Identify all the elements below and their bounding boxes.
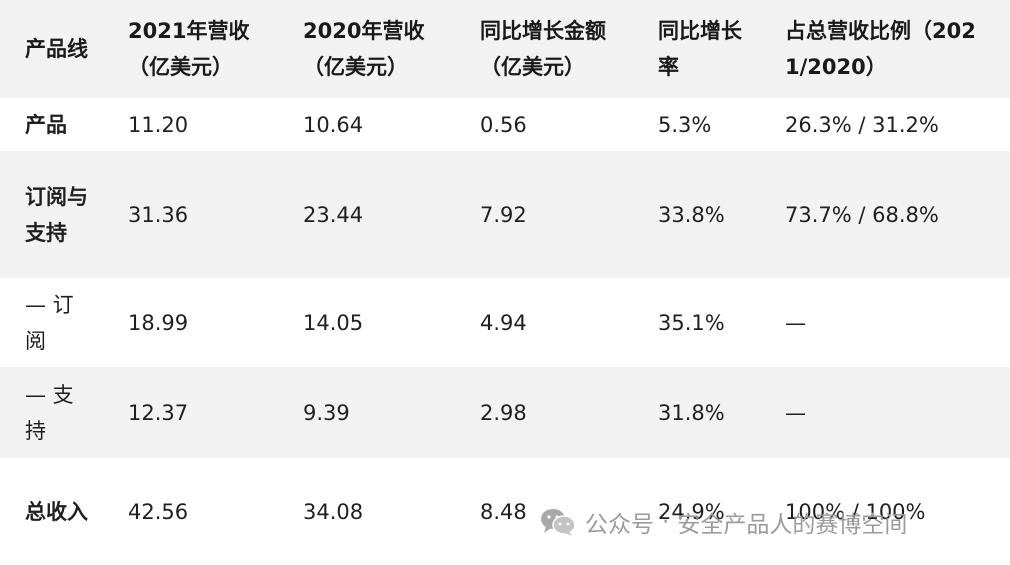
cell-product-line: — 订阅 <box>25 292 74 353</box>
cell-revenue-2021: 12.37 <box>128 400 189 425</box>
cell-yoy-amount: 2.98 <box>480 400 527 425</box>
cell-share: — <box>785 310 806 335</box>
table-row: 总收入 42.56 34.08 8.48 24.9% 100% / 100% <box>0 458 1010 565</box>
cell-yoy-rate: 35.1% <box>658 310 725 335</box>
cell-revenue-2021: 18.99 <box>128 310 189 335</box>
cell-yoy-amount: 0.56 <box>480 112 527 137</box>
table-header-row: 产品线 2021年营收（亿美元） 2020年营收（亿美元） 同比增长金额（亿美元… <box>0 0 1010 98</box>
table-row: — 支持 12.37 9.39 2.98 31.8% — <box>0 367 1010 458</box>
cell-product-line: 产品 <box>25 112 67 137</box>
cell-yoy-rate: 24.9% <box>658 499 725 524</box>
cell-yoy-amount: 7.92 <box>480 202 527 227</box>
cell-revenue-2020: 10.64 <box>303 112 364 137</box>
cell-share: 100% / 100% <box>785 499 926 524</box>
table-row: 产品 11.20 10.64 0.56 5.3% 26.3% / 31.2% <box>0 98 1010 151</box>
cell-yoy-rate: 5.3% <box>658 112 712 137</box>
cell-revenue-2020: 14.05 <box>303 310 364 335</box>
cell-revenue-2021: 42.56 <box>128 499 189 524</box>
table-row: 订阅与支持 31.36 23.44 7.92 33.8% 73.7% / 68.… <box>0 151 1010 278</box>
cell-revenue-2020: 9.39 <box>303 400 350 425</box>
cell-share: — <box>785 400 806 425</box>
table-row: — 订阅 18.99 14.05 4.94 35.1% — <box>0 278 1010 367</box>
cell-yoy-amount: 8.48 <box>480 499 527 524</box>
cell-revenue-2021: 31.36 <box>128 202 189 227</box>
header-yoy-amount: 同比增长金额（亿美元） <box>480 19 606 79</box>
header-revenue-2021: 2021年营收（亿美元） <box>128 19 250 79</box>
wechat-icon <box>539 507 577 537</box>
header-share: 占总营收比例（2021/2020） <box>785 19 976 79</box>
header-revenue-2020: 2020年营收（亿美元） <box>303 19 425 79</box>
cell-share: 73.7% / 68.8% <box>785 202 939 227</box>
header-product-line: 产品线 <box>25 37 88 61</box>
watermark-separator: · <box>662 509 670 535</box>
watermark-account-type: 公众号 <box>585 512 654 538</box>
cell-revenue-2020: 34.08 <box>303 499 364 524</box>
cell-product-line: — 支持 <box>25 382 74 443</box>
cell-revenue-2021: 11.20 <box>128 112 189 137</box>
cell-yoy-rate: 31.8% <box>658 400 725 425</box>
cell-revenue-2020: 23.44 <box>303 202 364 227</box>
watermark: 公众号 · 安全产品人的赛博空间 <box>539 505 907 539</box>
cell-share: 26.3% / 31.2% <box>785 112 939 137</box>
cell-product-line: 订阅与支持 <box>25 184 88 245</box>
cell-yoy-amount: 4.94 <box>480 310 527 335</box>
cell-product-line: 总收入 <box>25 499 88 524</box>
watermark-account-name: 安全产品人的赛博空间 <box>677 512 908 538</box>
cell-yoy-rate: 33.8% <box>658 202 725 227</box>
header-yoy-rate: 同比增长率 <box>658 19 742 79</box>
